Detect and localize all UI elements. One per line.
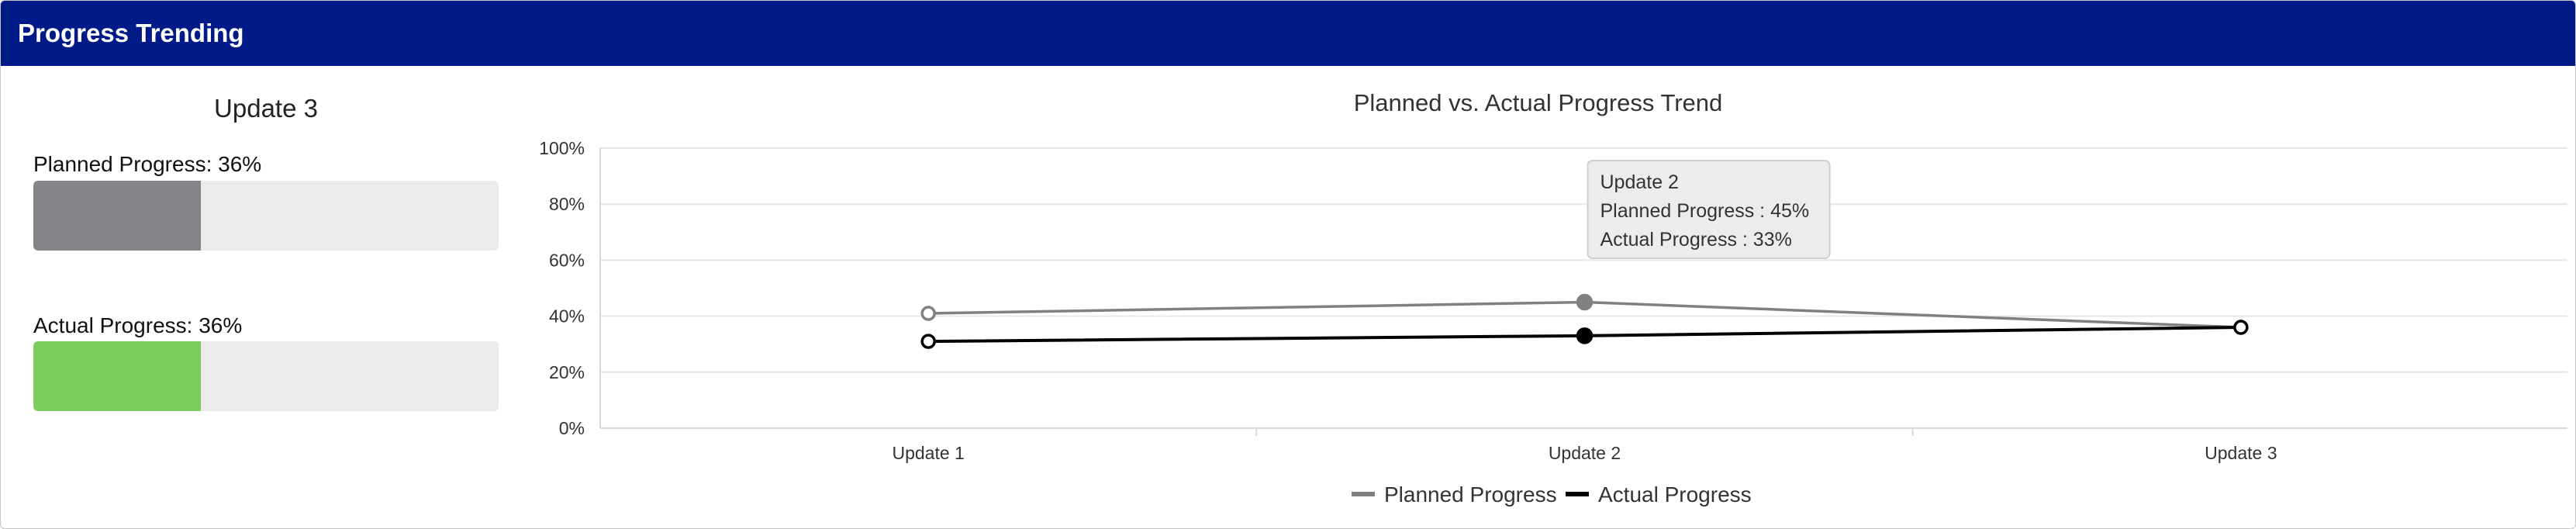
panel-title: Progress Trending (18, 19, 244, 47)
x-tick-label: Update 1 (892, 443, 964, 463)
tooltip-title: Update 2 (1601, 171, 1679, 193)
y-tick-label: 20% (549, 362, 585, 382)
planned-progress-bar (33, 181, 499, 251)
y-tick-label: 0% (559, 418, 585, 438)
actual-progress-bar (33, 341, 499, 411)
panel-header: Progress Trending (1, 1, 2575, 66)
data-point-planned (1576, 293, 1594, 311)
planned-progress-label: Planned Progress: 36% (33, 152, 262, 176)
data-point-actual (2233, 320, 2249, 335)
tooltip-box (1587, 160, 1831, 259)
data-point-actual (1576, 327, 1594, 344)
data-point-planned (920, 306, 936, 321)
chart-title: Planned vs. Actual Progress Trend (1354, 89, 1723, 116)
summary-title: Update 3 (214, 94, 318, 123)
actual-progress-fill (33, 341, 201, 411)
legend-label-actual: Actual Progress (1598, 482, 1752, 507)
y-tick-label: 40% (549, 306, 585, 327)
x-tick-label: Update 3 (2205, 443, 2277, 463)
progress-trend-chart: Planned vs. Actual Progress Trend 0% 20% 40… (539, 89, 2567, 507)
legend-label-planned: Planned Progress (1384, 482, 1557, 507)
y-tick-label: 60% (549, 250, 585, 270)
actual-progress-label: Actual Progress: 36% (33, 313, 243, 337)
y-tick-label: 80% (549, 194, 585, 214)
tooltip-planned: Planned Progress : 45% (1601, 200, 1810, 222)
x-tick-label: Update 2 (1549, 443, 1621, 463)
planned-progress-fill (33, 181, 201, 251)
tooltip-actual: Actual Progress : 33% (1601, 229, 1792, 251)
y-tick-label: 100% (539, 138, 585, 158)
data-point-actual (920, 334, 936, 349)
